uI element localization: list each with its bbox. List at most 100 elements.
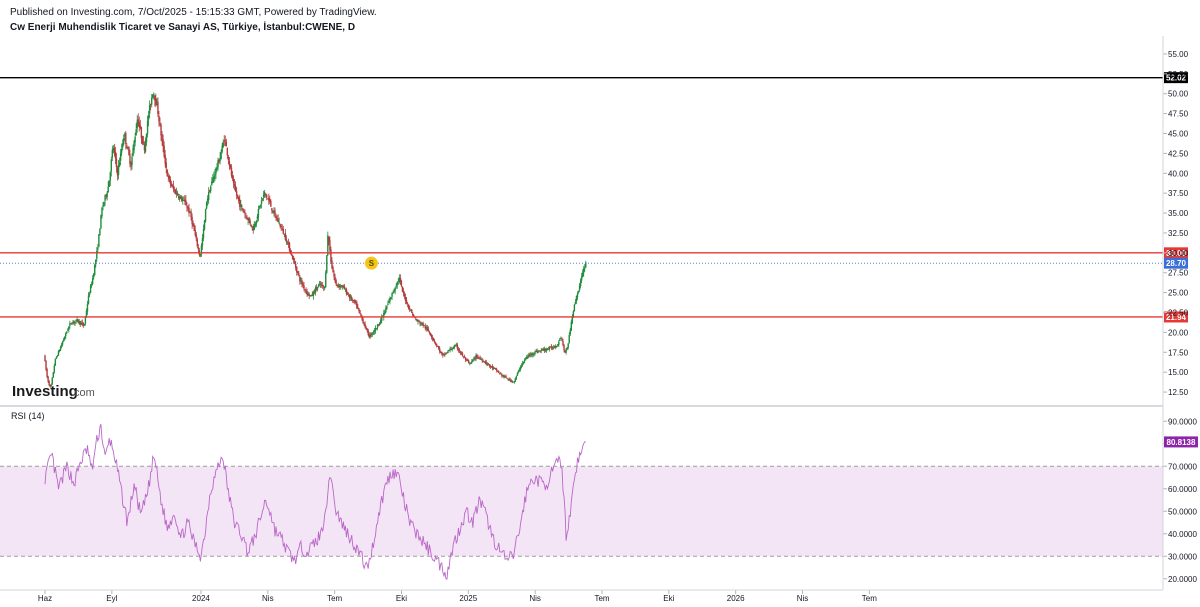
candle-410[interactable] [469,362,471,366]
candle-43[interactable] [88,291,91,298]
candle-213[interactable] [264,193,267,198]
price-pane[interactable]: S [0,76,1163,388]
candle-141[interactable] [190,208,192,221]
candle-220[interactable] [272,210,274,214]
candle-147[interactable] [196,237,198,249]
candle-224[interactable] [276,215,278,222]
candle-266[interactable] [319,281,322,288]
candle-471[interactable] [532,351,534,358]
candle-173[interactable] [223,135,225,146]
candle-44[interactable] [89,283,92,294]
candle-335[interactable] [391,292,393,300]
candle-352[interactable] [408,305,411,313]
candle-412[interactable] [471,358,473,364]
candle-421[interactable] [480,357,482,361]
candle-102[interactable] [149,103,152,111]
candle-69[interactable] [115,152,118,173]
candle-52[interactable] [98,234,100,248]
candle-331[interactable] [387,300,389,306]
candle-89[interactable] [136,115,138,133]
candle-274[interactable] [328,236,330,246]
candle-225[interactable] [277,214,279,223]
candle-252[interactable] [305,287,307,295]
candle-105[interactable] [153,92,155,100]
candle-155[interactable] [204,208,207,223]
candle-257[interactable] [310,294,312,297]
candle-109[interactable] [157,97,159,117]
candle-468[interactable] [529,352,531,357]
candle-196[interactable] [247,217,249,225]
candle-435[interactable] [494,368,497,371]
candle-112[interactable] [160,122,162,142]
candle-391[interactable] [449,346,451,353]
candle-496[interactable] [558,339,560,347]
candle-261[interactable] [314,285,317,296]
candle-231[interactable] [283,233,286,238]
candle-447[interactable] [507,378,509,381]
candle-221[interactable] [273,207,275,217]
candle-276[interactable] [330,246,332,265]
candle-140[interactable] [189,210,191,214]
candle-346[interactable] [402,287,405,297]
candle-239[interactable] [291,254,294,260]
candle-480[interactable] [541,348,543,351]
candle-48[interactable] [94,263,96,276]
candle-462[interactable] [522,361,525,365]
candle-472[interactable] [533,352,535,357]
candle-390[interactable] [448,349,450,352]
candle-449[interactable] [509,377,511,383]
candle-515[interactable] [577,290,580,294]
candle-363[interactable] [420,321,422,326]
candle-366[interactable] [423,325,425,327]
candle-377[interactable] [434,341,437,346]
candle-82[interactable] [129,149,131,168]
candle-92[interactable] [139,119,142,130]
candle-349[interactable] [405,296,408,305]
candle-29[interactable] [74,321,76,326]
candle-176[interactable] [226,147,229,159]
candle-334[interactable] [390,297,392,300]
candle-513[interactable] [575,295,578,305]
candle-422[interactable] [481,357,483,363]
candle-145[interactable] [194,225,196,237]
candle-459[interactable] [519,365,522,372]
candle-370[interactable] [427,326,430,332]
candle-294[interactable] [348,293,351,302]
candle-300[interactable] [355,300,357,305]
candle-442[interactable] [502,374,504,378]
candle-74[interactable] [120,143,123,157]
candle-253[interactable] [306,288,308,298]
candle-34[interactable] [79,320,81,328]
candle-251[interactable] [304,288,306,293]
candle-458[interactable] [518,367,521,372]
candle-9[interactable] [53,363,56,374]
candle-330[interactable] [386,305,388,310]
candle-19[interactable] [63,336,66,341]
candle-184[interactable] [234,181,237,193]
candle-254[interactable] [307,291,309,296]
candle-179[interactable] [229,163,232,170]
candle-175[interactable] [225,138,228,147]
candle-354[interactable] [411,308,413,314]
candle-31[interactable] [76,317,78,323]
candle-124[interactable] [172,180,175,193]
candle-312[interactable] [367,328,369,337]
candle-110[interactable] [158,110,160,127]
candle-443[interactable] [503,374,505,379]
candle-222[interactable] [274,207,276,218]
candle-520[interactable] [583,265,585,277]
candle-30[interactable] [75,319,77,324]
candle-401[interactable] [459,350,462,356]
candle-139[interactable] [188,203,190,217]
candle-499[interactable] [561,337,563,342]
candle-163[interactable] [213,171,215,183]
candle-369[interactable] [426,324,428,332]
candle-497[interactable] [559,337,561,342]
candle-186[interactable] [236,194,239,200]
candle-118[interactable] [166,168,168,177]
candle-148[interactable] [197,244,200,254]
candle-260[interactable] [313,289,316,295]
candle-380[interactable] [437,345,440,351]
candle-406[interactable] [464,357,467,363]
candle-174[interactable] [224,135,226,147]
